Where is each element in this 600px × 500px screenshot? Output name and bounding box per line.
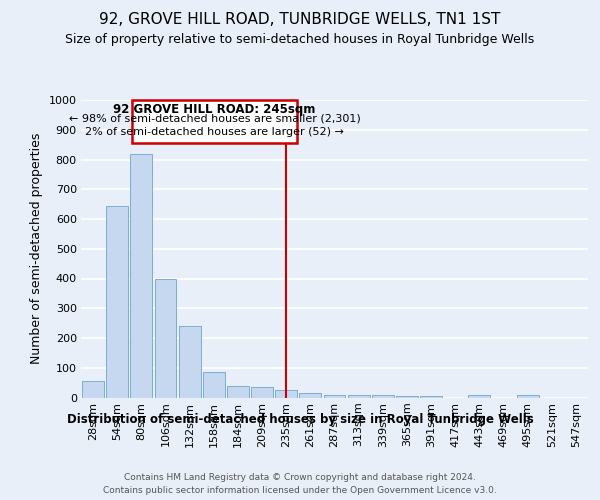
Bar bbox=[275, 390, 297, 398]
FancyBboxPatch shape bbox=[132, 100, 297, 143]
Bar bbox=[299, 393, 321, 398]
Bar bbox=[82, 381, 104, 398]
Text: 92 GROVE HILL ROAD: 245sqm: 92 GROVE HILL ROAD: 245sqm bbox=[113, 103, 316, 116]
Bar bbox=[323, 394, 346, 398]
Text: Contains public sector information licensed under the Open Government Licence v3: Contains public sector information licen… bbox=[103, 486, 497, 495]
Text: ← 98% of semi-detached houses are smaller (2,301): ← 98% of semi-detached houses are smalle… bbox=[68, 114, 360, 124]
Bar bbox=[227, 386, 249, 398]
Bar bbox=[348, 395, 370, 398]
Bar bbox=[396, 396, 418, 398]
Text: Distribution of semi-detached houses by size in Royal Tunbridge Wells: Distribution of semi-detached houses by … bbox=[67, 412, 533, 426]
Bar bbox=[203, 372, 224, 398]
Bar bbox=[372, 396, 394, 398]
Bar bbox=[179, 326, 200, 398]
Bar bbox=[106, 206, 128, 398]
Text: Contains HM Land Registry data © Crown copyright and database right 2024.: Contains HM Land Registry data © Crown c… bbox=[124, 472, 476, 482]
Text: 92, GROVE HILL ROAD, TUNBRIDGE WELLS, TN1 1ST: 92, GROVE HILL ROAD, TUNBRIDGE WELLS, TN… bbox=[100, 12, 500, 28]
Text: Size of property relative to semi-detached houses in Royal Tunbridge Wells: Size of property relative to semi-detach… bbox=[65, 32, 535, 46]
Bar bbox=[469, 395, 490, 398]
Bar bbox=[420, 396, 442, 398]
Bar bbox=[130, 154, 152, 398]
Y-axis label: Number of semi-detached properties: Number of semi-detached properties bbox=[30, 133, 43, 364]
Text: 2% of semi-detached houses are larger (52) →: 2% of semi-detached houses are larger (5… bbox=[85, 127, 344, 137]
Bar bbox=[251, 387, 273, 398]
Bar bbox=[517, 395, 539, 398]
Bar bbox=[155, 278, 176, 398]
